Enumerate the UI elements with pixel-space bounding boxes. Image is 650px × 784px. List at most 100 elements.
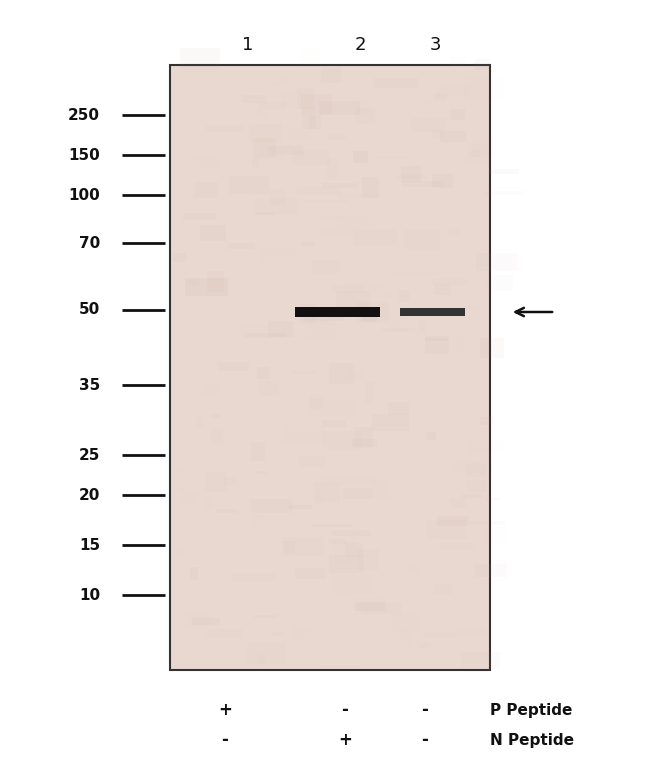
Bar [270, 189, 285, 205]
Bar [257, 212, 274, 215]
Bar [454, 307, 485, 309]
Bar [252, 158, 259, 167]
Bar [318, 216, 344, 221]
Bar [301, 242, 315, 246]
Bar [257, 655, 265, 666]
Bar [205, 495, 213, 509]
Bar [305, 318, 344, 321]
Bar [240, 325, 267, 337]
Bar [374, 78, 418, 88]
Text: 15: 15 [79, 538, 100, 553]
Text: 50: 50 [79, 303, 100, 318]
Bar [267, 445, 295, 448]
Text: -: - [341, 701, 348, 719]
Text: 100: 100 [68, 187, 100, 202]
Bar [194, 182, 218, 198]
Bar [355, 601, 385, 611]
Bar [334, 541, 356, 562]
Bar [190, 567, 198, 579]
Bar [483, 527, 508, 545]
Bar [456, 335, 463, 353]
Bar [332, 530, 371, 536]
Bar [400, 289, 410, 302]
Bar [306, 200, 349, 202]
Bar [270, 81, 288, 85]
Bar [309, 394, 323, 409]
Bar [329, 539, 347, 544]
Bar [454, 460, 492, 473]
Bar [291, 590, 320, 599]
Bar [435, 93, 447, 100]
Text: 70: 70 [79, 235, 100, 251]
Bar [302, 107, 316, 129]
Bar [329, 554, 364, 572]
Bar [473, 138, 497, 157]
Bar [370, 157, 414, 159]
Bar [321, 478, 354, 485]
Bar [475, 60, 490, 71]
Bar [449, 227, 460, 236]
Bar [255, 108, 268, 117]
Bar [320, 310, 335, 318]
Bar [285, 541, 295, 553]
Bar [328, 134, 346, 140]
Bar [181, 48, 220, 69]
Bar [228, 243, 255, 249]
Bar [388, 402, 410, 415]
Bar [186, 612, 210, 630]
Bar [338, 194, 374, 198]
Bar [327, 159, 337, 180]
Bar [358, 550, 379, 570]
Bar [173, 253, 186, 262]
Bar [318, 227, 355, 238]
Bar [469, 151, 480, 157]
Bar [391, 314, 406, 331]
Bar [335, 207, 351, 210]
Bar [268, 146, 302, 155]
Bar [271, 152, 283, 157]
Bar [424, 632, 457, 638]
Bar [345, 543, 363, 557]
Bar [295, 307, 380, 317]
Bar [218, 361, 249, 371]
Bar [309, 114, 321, 129]
Bar [248, 124, 282, 143]
Bar [289, 506, 312, 510]
Bar [259, 144, 304, 160]
Bar [253, 138, 276, 158]
Text: +: + [218, 701, 232, 719]
Bar [425, 338, 448, 341]
Text: N Peptide: N Peptide [490, 732, 574, 747]
Bar [401, 165, 421, 182]
Bar [347, 370, 363, 380]
Bar [295, 568, 326, 579]
Bar [281, 91, 298, 107]
Bar [372, 414, 409, 431]
Bar [468, 441, 503, 453]
Bar [432, 129, 443, 138]
Bar [487, 275, 513, 292]
Bar [262, 248, 296, 263]
Bar [450, 498, 466, 508]
Text: 250: 250 [68, 107, 100, 122]
Bar [362, 177, 379, 198]
Bar [456, 626, 485, 635]
Text: 1: 1 [242, 36, 254, 54]
Bar [200, 225, 226, 241]
Bar [437, 517, 469, 526]
Bar [315, 482, 341, 503]
Bar [434, 584, 452, 593]
Bar [170, 65, 490, 670]
Bar [295, 319, 327, 325]
Bar [404, 230, 439, 249]
Text: 10: 10 [79, 587, 100, 602]
Bar [436, 85, 470, 96]
Bar [211, 414, 220, 419]
Bar [432, 174, 452, 188]
Text: 35: 35 [79, 378, 100, 393]
Bar [441, 543, 473, 550]
Bar [299, 456, 326, 466]
Bar [211, 428, 223, 445]
Bar [352, 439, 377, 447]
Text: -: - [222, 731, 228, 749]
